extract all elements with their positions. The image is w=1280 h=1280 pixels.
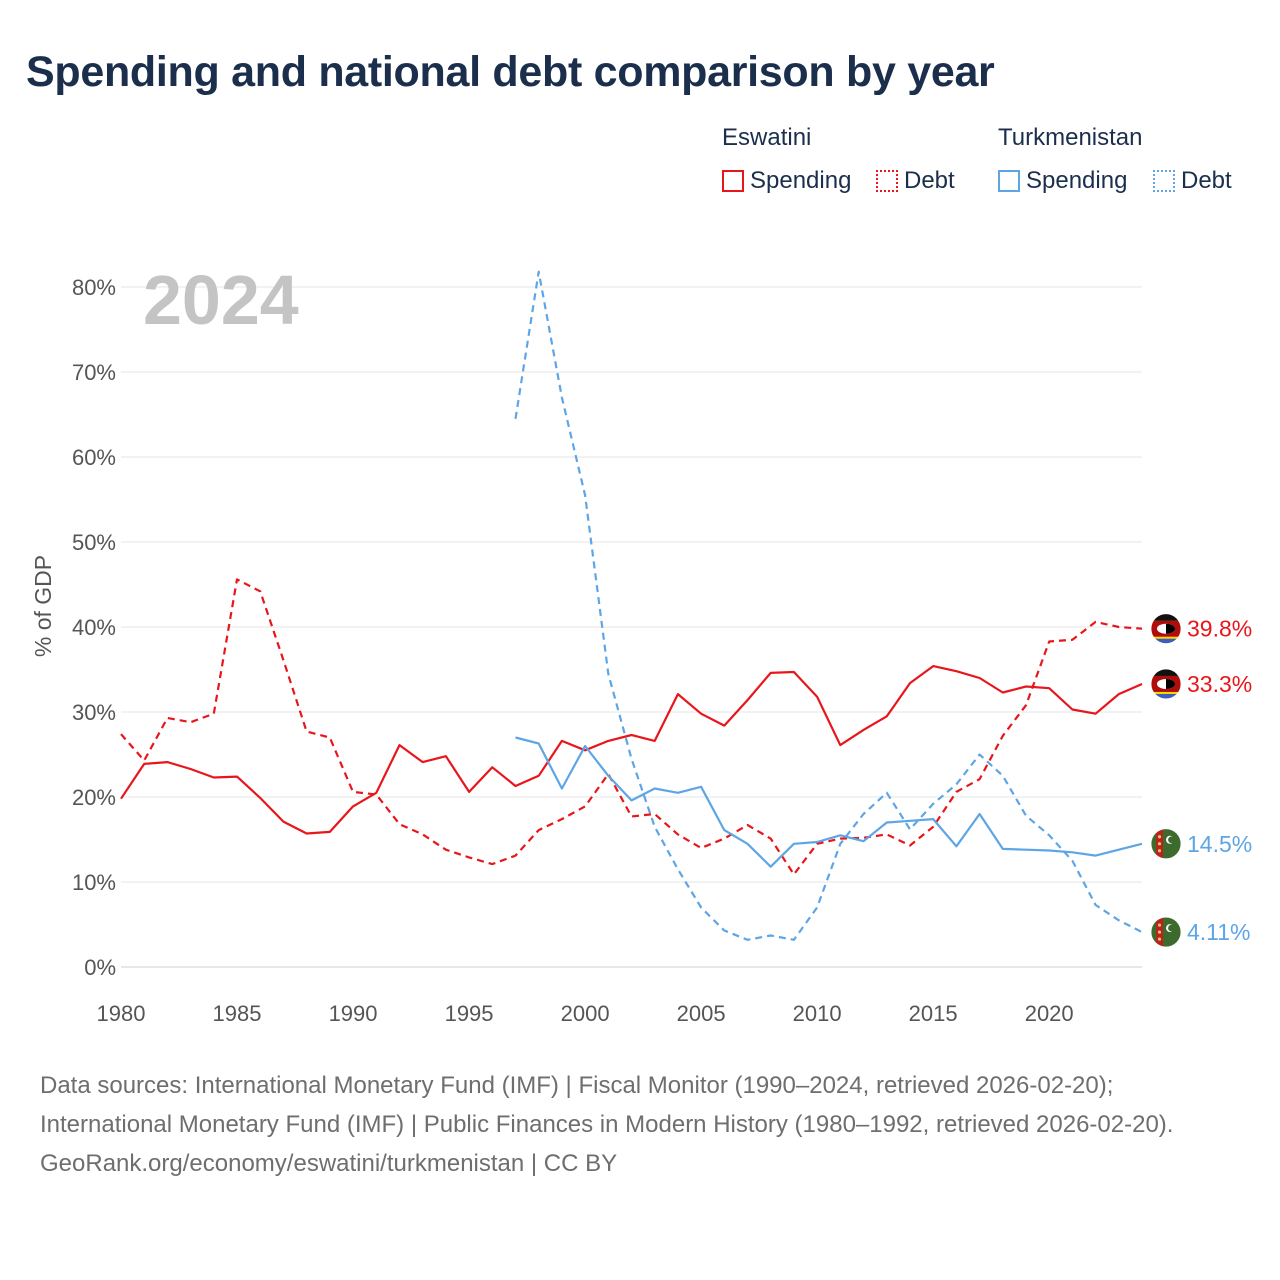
end-value-label: 39.8% [1187,616,1252,642]
legend-label: Debt [1181,167,1232,194]
x-axis: 1980 1985 1990 1995 2000 2005 2010 2015 2020 [97,1001,1074,1026]
x-tick-label: 2000 [561,1001,610,1026]
eswatini-flag-icon [1150,613,1182,645]
footer: Data sources: International Monetary Fun… [40,1066,1240,1183]
y-axis: 0% 10% 20% 30% 40% 50% 60% 70% 80% [72,275,116,980]
y-tick-label: 60% [72,445,116,470]
y-tick-label: 50% [72,530,116,555]
line-chart: 2024 0% 10% 20% 30% 40% 50% 60% 70% 80% 1980 1985… [30,261,1252,1026]
year-watermark: 2024 [143,261,299,339]
y-tick-label: 0% [84,955,116,980]
credit-line: GeoRank.org/economy/eswatini/turkmenista… [40,1150,618,1177]
legend-eswatini-spending[interactable]: Spending [722,166,851,196]
turkmenistan-flag-icon [1150,828,1182,860]
end-value-label: 14.5% [1187,831,1252,857]
y-tick-label: 70% [72,360,116,385]
x-tick-label: 1985 [213,1001,262,1026]
end-value-label: 4.11% [1187,919,1251,945]
x-tick-label: 2005 [677,1001,726,1026]
legend-label: Spending [1026,167,1128,194]
x-tick-label: 2015 [909,1001,958,1026]
end-value-label: 33.3% [1187,671,1252,697]
series-eswatini-debt[interactable] [120,578,1143,876]
series-turkmenistan-debt[interactable] [514,270,1143,941]
data-sources: Data sources: International Monetary Fun… [40,1072,1174,1138]
grid-lines [121,286,1142,968]
legend-turkmenistan-spending[interactable]: Spending [998,166,1127,196]
x-tick-label: 1990 [329,1001,378,1026]
chart-title: Spending and national debt comparison by… [26,48,995,96]
y-tick-label: 20% [72,785,116,810]
legend-swatch-eswatini-spending [722,170,744,192]
legend-label: Debt [904,167,955,194]
y-tick-label: 30% [72,700,116,725]
legend-group-turkmenistan: Turkmenistan [998,124,1143,151]
legend-label: Spending [750,167,852,194]
legend-turkmenistan-debt[interactable]: Debt [1153,166,1232,196]
x-tick-label: 1980 [97,1001,146,1026]
x-tick-label: 2010 [793,1001,842,1026]
y-tick-label: 40% [72,615,116,640]
legend-swatch-eswatini-debt [876,170,898,192]
x-tick-label: 1995 [445,1001,494,1026]
legend-group-eswatini: Eswatini [722,124,812,151]
x-tick-label: 2020 [1025,1001,1074,1026]
series-lines [120,270,1143,941]
eswatini-flag-icon [1150,668,1182,700]
legend-eswatini-debt[interactable]: Debt [876,166,955,196]
series-turkmenistan-spending[interactable] [515,736,1143,868]
y-tick-label: 80% [72,275,116,300]
legend-swatch-turkmenistan-debt [1153,170,1175,192]
series-eswatini-spending[interactable] [120,665,1143,835]
y-tick-label: 10% [72,870,116,895]
y-axis-label: % of GDP [30,555,56,657]
legend-swatch-turkmenistan-spending [998,170,1020,192]
end-markers: 33.3% 39.8% 14.5% 4.11% [1150,613,1252,948]
turkmenistan-flag-icon [1150,916,1182,948]
